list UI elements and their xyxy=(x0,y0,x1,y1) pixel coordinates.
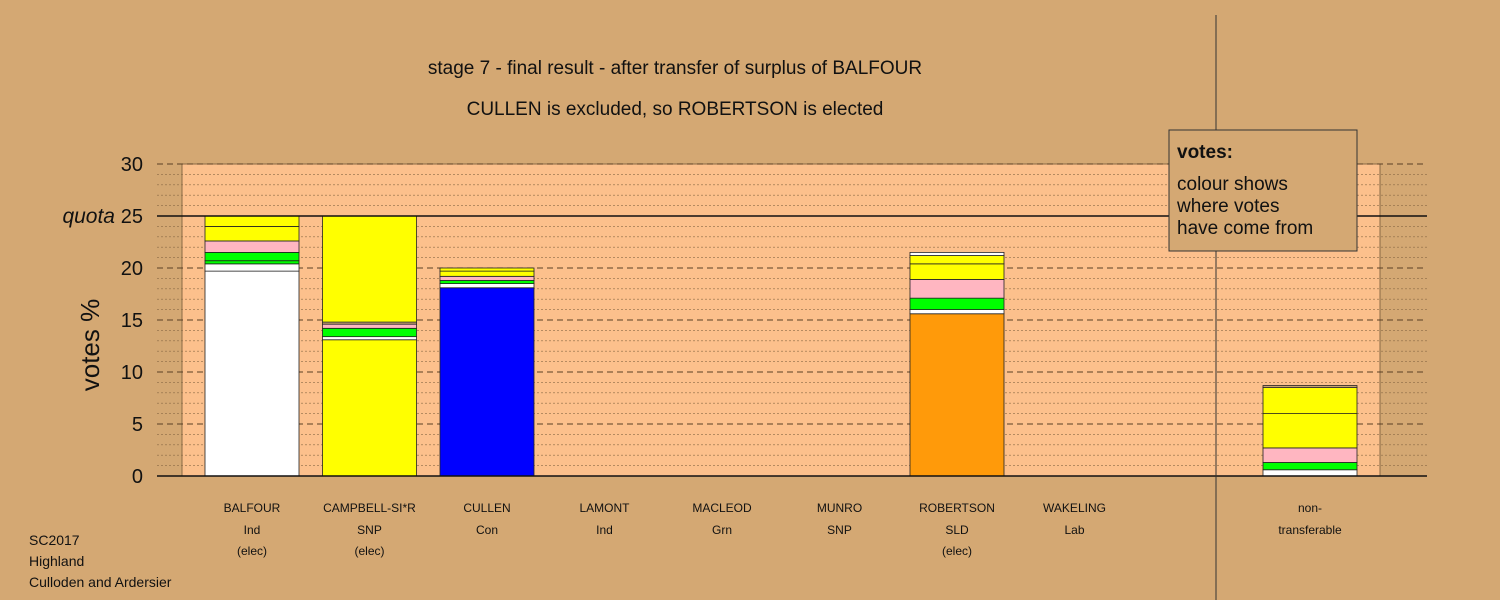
bar-robertson-segment xyxy=(909,313,1005,477)
footer-region: Highland xyxy=(29,553,85,569)
bar-balfour-segment xyxy=(204,251,300,262)
nontransferable-label: transferable xyxy=(1278,523,1342,537)
footer-ward: Culloden and Ardersier xyxy=(29,574,172,590)
bar-balfour-segment xyxy=(204,263,300,272)
elected-label: (elec) xyxy=(237,544,267,558)
party-label: SNP xyxy=(357,523,382,537)
candidate-name-label: MUNRO xyxy=(817,501,862,515)
y-axis-label: votes % xyxy=(75,299,105,392)
legend-text: have come from xyxy=(1177,218,1313,239)
party-label: SLD xyxy=(945,523,969,537)
bar-nontransferable-segment xyxy=(1262,469,1358,477)
bar-campbell-si-r-segment xyxy=(322,339,417,477)
candidate-name-label: LAMONT xyxy=(579,501,630,515)
elected-label: (elec) xyxy=(354,544,384,558)
bar-campbell-si-r-segment xyxy=(322,323,417,329)
legend-title: votes: xyxy=(1177,142,1233,163)
y-tick-label: 5 xyxy=(132,414,143,436)
footer-election: SC2017 xyxy=(29,532,80,548)
party-label: Grn xyxy=(712,523,732,537)
candidate-name-label: ROBERTSON xyxy=(919,501,995,515)
party-label: Con xyxy=(476,523,498,537)
bar-cullen-segment xyxy=(439,267,535,272)
bar-balfour-segment xyxy=(204,240,300,253)
bar-robertson-segment xyxy=(909,255,1005,265)
footer: SC2017 Highland Culloden and Ardersier xyxy=(29,530,171,593)
bar-balfour-segment xyxy=(204,270,300,477)
candidate-name-label: CULLEN xyxy=(463,501,510,515)
y-tick-label: 30 xyxy=(121,154,143,176)
chart-title: stage 7 - final result - after transfer … xyxy=(428,58,922,79)
candidate-name-label: MACLEOD xyxy=(692,501,752,515)
bar-nontransferable-segment xyxy=(1262,413,1358,449)
bar-campbell-si-r-segment xyxy=(322,327,417,338)
party-label: Ind xyxy=(244,523,261,537)
bar-robertson-segment xyxy=(909,251,1005,256)
bar-cullen-segment xyxy=(439,270,535,277)
y-tick-label: 10 xyxy=(121,362,143,384)
bar-robertson-segment xyxy=(909,263,1005,280)
bar-cullen-segment xyxy=(439,283,535,289)
legend-text: colour shows xyxy=(1177,174,1288,195)
bar-campbell-si-r-segment xyxy=(322,336,417,341)
candidate-name-label: WAKELING xyxy=(1043,501,1106,515)
y-tick-label: 20 xyxy=(121,258,143,280)
candidate-name-label: BALFOUR xyxy=(224,501,281,515)
legend-text: where votes xyxy=(1176,196,1279,217)
bar-nontransferable-segment xyxy=(1262,447,1358,463)
party-label: Lab xyxy=(1064,523,1084,537)
y-tick-label: 15 xyxy=(121,310,143,332)
y-tick-label: 0 xyxy=(132,466,143,488)
bar-robertson-segment xyxy=(909,309,1005,315)
bar-balfour-segment xyxy=(204,215,300,227)
bar-cullen-segment xyxy=(439,275,535,281)
bar-cullen-segment xyxy=(439,280,535,285)
bar-balfour-segment xyxy=(204,225,300,242)
party-label: Ind xyxy=(596,523,613,537)
chart-subtitle: CULLEN is excluded, so ROBERTSON is elec… xyxy=(467,99,884,120)
bar-balfour-segment xyxy=(204,260,300,265)
y-tick-label: 25 xyxy=(121,206,143,228)
legend-box xyxy=(1168,129,1358,252)
bar-cullen-segment xyxy=(439,287,535,477)
bar-nontransferable-segment xyxy=(1262,385,1358,388)
candidate-name-label: CAMPBELL-SI*R xyxy=(323,501,416,515)
quota-label: quota xyxy=(62,205,115,228)
bar-nontransferable-segment xyxy=(1262,462,1358,471)
bar-nontransferable-segment xyxy=(1262,387,1358,415)
bar-robertson-segment xyxy=(909,279,1005,299)
party-label: SNP xyxy=(827,523,852,537)
bar-campbell-si-r-segment xyxy=(322,215,417,323)
nontransferable-label: non- xyxy=(1298,501,1322,515)
bar-robertson-segment xyxy=(909,297,1005,311)
elected-label: (elec) xyxy=(942,544,972,558)
